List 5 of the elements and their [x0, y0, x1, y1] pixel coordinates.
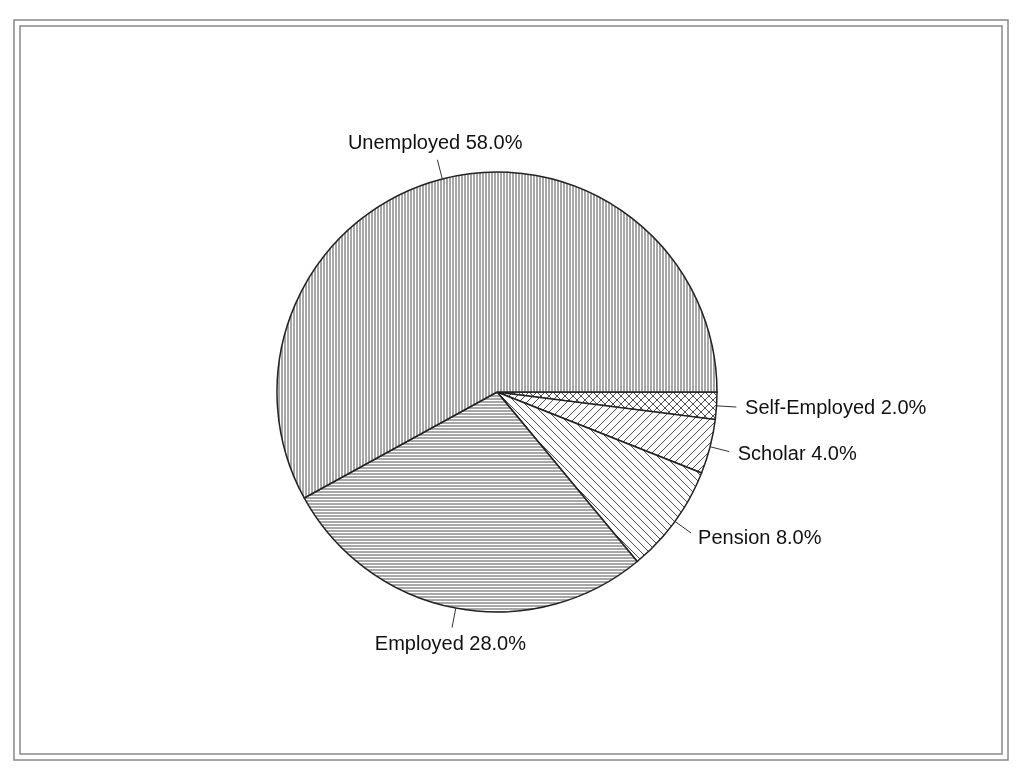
- slice-label: Pension 8.0%: [698, 526, 822, 549]
- slice-label: Employed 28.0%: [374, 632, 527, 655]
- slice-label: Scholar 4.0%: [737, 441, 857, 464]
- slice-label: Unemployed 58.0%: [347, 131, 523, 154]
- slice-label: Self-Employed 2.0%: [745, 395, 927, 418]
